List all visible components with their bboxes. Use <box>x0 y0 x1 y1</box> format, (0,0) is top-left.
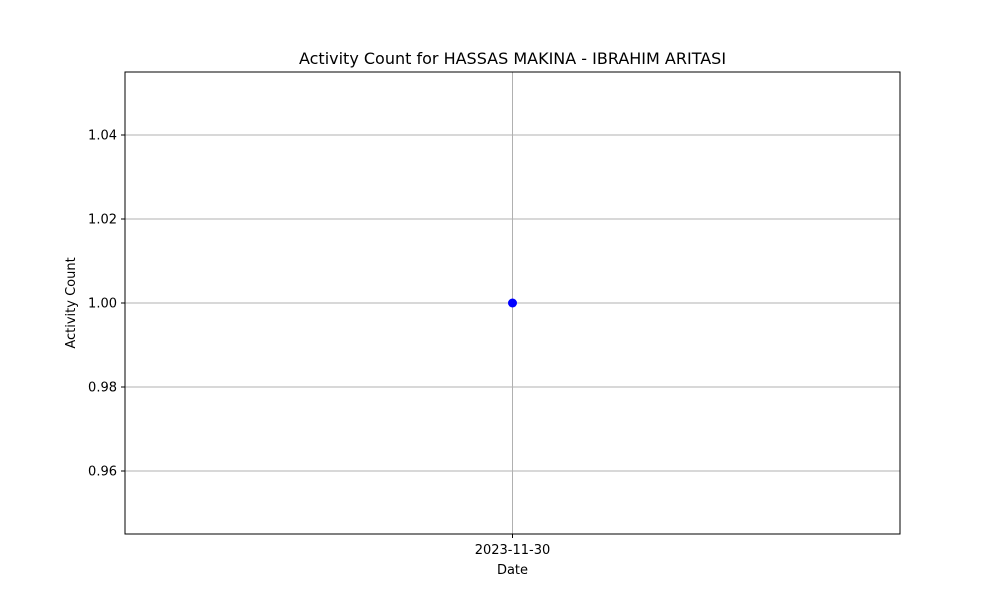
y-tick-label: 1.02 <box>88 213 117 228</box>
chart-title: Activity Count for HASSAS MAKINA - IBRAH… <box>299 49 726 68</box>
x-axis-label: Date <box>497 563 528 578</box>
data-point <box>508 298 517 308</box>
y-tick-label: 0.98 <box>88 381 117 396</box>
y-tick-label: 1.00 <box>88 297 117 312</box>
y-axis-label: Activity Count <box>64 257 79 348</box>
y-tick-label: 0.96 <box>88 465 117 480</box>
y-tick-label: 1.04 <box>88 129 117 144</box>
x-tick-label: 2023-11-30 <box>475 543 551 558</box>
ticks-layer: 0.96 0.98 1.00 1.02 1.04 2023-11-30 <box>88 129 550 559</box>
data-layer <box>508 298 517 308</box>
